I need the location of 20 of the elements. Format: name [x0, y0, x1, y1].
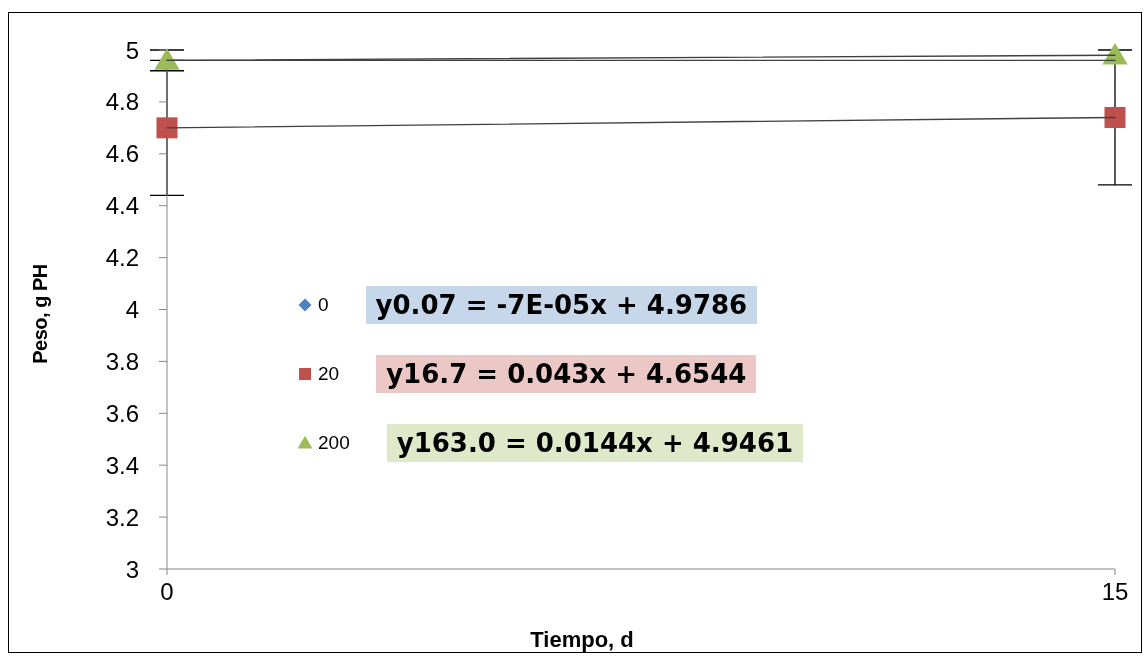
annotation: y16.7 = 0.043x + 4.6544 — [376, 355, 757, 393]
y-tick-label: 3.4 — [105, 451, 139, 479]
y-tick-label: 4.8 — [105, 88, 139, 116]
legend-label: 0 — [318, 294, 329, 316]
y-tick-label: 4 — [125, 296, 139, 324]
y-tick-label: 4.2 — [105, 244, 139, 272]
annotation: y0.07 = -7E-05x + 4.9786 — [365, 286, 758, 324]
y-tick-label: 3.8 — [105, 347, 139, 375]
y-tick-label: 5 — [125, 36, 139, 64]
x-axis-title: Tiempo, d — [530, 627, 634, 653]
y-tick-label: 4.6 — [105, 140, 139, 168]
annotation: y163.0 = 0.0144x + 4.9461 — [386, 424, 804, 462]
y-axis-title: Peso, g PH — [28, 264, 52, 364]
y-tick-label: 3.2 — [105, 503, 139, 531]
y-tick-label: 4.4 — [105, 192, 139, 220]
legend-label: 200 — [318, 432, 350, 454]
legend-label: 20 — [318, 363, 340, 385]
x-tick-label: 15 — [1101, 578, 1129, 606]
y-tick-label: 3 — [125, 555, 139, 583]
y-tick-label: 3.6 — [105, 399, 139, 427]
